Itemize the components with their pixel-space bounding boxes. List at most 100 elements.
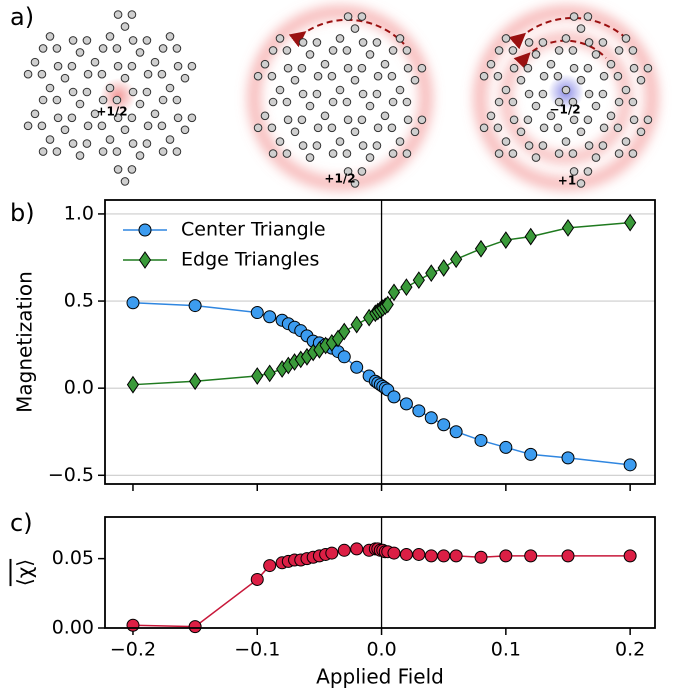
site-dot: [365, 101, 375, 111]
diagram-label: +1: [558, 174, 576, 188]
marker: [263, 559, 277, 573]
site-dot: [636, 75, 646, 85]
site-dot: [358, 89, 368, 99]
marker: [474, 433, 488, 447]
site-dot: [599, 71, 609, 81]
site-dot: [98, 147, 108, 156]
site-dot: [350, 179, 360, 188]
site-dot: [606, 59, 616, 69]
site-dot: [561, 34, 571, 43]
site-dot: [113, 61, 123, 71]
site-dot: [343, 115, 353, 125]
marker: [350, 542, 364, 556]
diagram-label: +1/2: [96, 105, 127, 119]
marker: [561, 451, 575, 465]
site-dot: [172, 44, 182, 53]
site-dot: [298, 38, 308, 47]
site-dot: [60, 73, 70, 83]
site-dot: [120, 125, 130, 135]
site-dot: [342, 46, 352, 55]
site-dot: [614, 46, 624, 55]
site-dot: [282, 149, 292, 158]
site-dot: [643, 63, 653, 73]
marker: [437, 418, 451, 432]
site-dot: [67, 61, 77, 71]
site-dot: [172, 147, 182, 156]
marker: [412, 271, 425, 290]
site-dot: [275, 137, 285, 146]
site-dot: [23, 121, 33, 131]
site-dot: [410, 75, 420, 85]
site-dot: [150, 57, 160, 67]
site-dot: [105, 32, 115, 41]
panel-label: b): [10, 199, 35, 227]
site-dot: [561, 85, 571, 95]
site-dot: [358, 38, 368, 47]
site-dot: [494, 97, 504, 107]
site-dot: [157, 121, 167, 131]
site-dot: [561, 137, 571, 146]
site-dot: [508, 97, 518, 107]
site-dot: [67, 113, 77, 123]
marker: [138, 251, 152, 269]
site-dot: [388, 149, 398, 158]
site-dot: [312, 38, 322, 47]
marker: [126, 618, 140, 632]
site-dot: [135, 48, 145, 57]
marker: [449, 425, 463, 439]
site-dot: [135, 151, 145, 160]
site-dot: [268, 46, 278, 55]
site-dot: [599, 123, 609, 133]
site-dot: [320, 111, 330, 121]
site-dot: [583, 12, 593, 21]
site-dot: [372, 89, 382, 99]
marker: [624, 213, 637, 232]
y-axis-label: ⟨χ⟩: [13, 559, 37, 586]
site-dot: [613, 71, 623, 81]
site-dot: [395, 34, 405, 43]
marker: [387, 546, 401, 560]
site-dot: [598, 89, 608, 99]
site-dot: [614, 149, 624, 158]
site-dot: [112, 147, 122, 156]
site-dot: [388, 97, 398, 107]
site-dot: [82, 139, 92, 148]
site-dot: [105, 135, 115, 144]
marker: [381, 295, 394, 314]
site-dot: [142, 36, 152, 45]
y-tick-label: 0.0: [64, 377, 94, 399]
site-dot: [576, 75, 586, 85]
glow-ring: [474, 6, 658, 190]
site-dot: [591, 153, 601, 162]
marker: [424, 411, 438, 425]
site-dot: [328, 97, 338, 107]
site-dot: [127, 165, 137, 174]
site-dot: [493, 71, 503, 81]
site-dot: [165, 32, 175, 41]
site-dot: [45, 32, 55, 41]
site-dot: [112, 44, 122, 53]
site-dot: [342, 149, 352, 158]
site-dot: [142, 87, 152, 97]
arrow: [288, 18, 405, 48]
site-dot: [143, 121, 153, 131]
site-dot: [267, 123, 277, 133]
site-dot: [531, 50, 541, 59]
site-dot: [395, 137, 405, 146]
site-dot: [554, 46, 564, 55]
site-dot: [343, 12, 353, 21]
site-dot: [282, 97, 292, 107]
site-dot: [539, 71, 549, 81]
marker: [499, 549, 513, 563]
x-tick-label: 0.0: [366, 639, 396, 661]
site-dot: [312, 89, 322, 99]
site-dot: [493, 123, 503, 133]
marker: [338, 322, 351, 341]
site-dot: [282, 46, 292, 55]
site-dot: [350, 75, 360, 85]
site-dot: [327, 123, 337, 133]
marker: [337, 350, 351, 364]
site-dot: [23, 69, 33, 79]
site-dot: [621, 137, 631, 146]
site-dot: [283, 63, 293, 73]
